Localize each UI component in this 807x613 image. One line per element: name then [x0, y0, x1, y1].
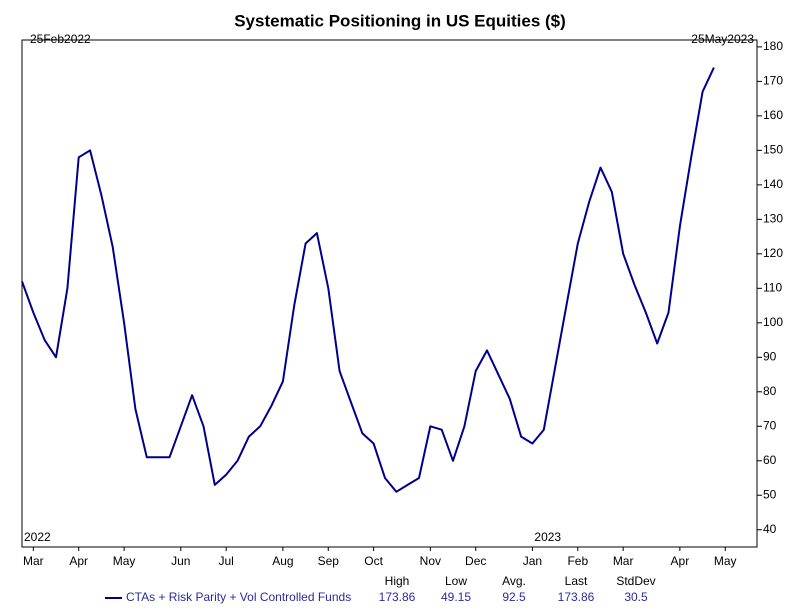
y-tick-label: 40	[763, 522, 777, 536]
range-start: 25Feb2022	[30, 32, 91, 46]
plot-frame	[21, 39, 758, 548]
stat-label: Last	[565, 574, 588, 588]
legend-label: CTAs + Risk Parity + Vol Controlled Fund…	[126, 590, 351, 604]
stat-label: Low	[445, 574, 467, 588]
y-tick-label: 180	[763, 39, 783, 53]
x-tick-label: Mar	[613, 554, 634, 568]
x-tick-label: Apr	[69, 554, 88, 568]
y-tick-label: 120	[763, 246, 783, 260]
stat-value: 49.15	[441, 590, 471, 604]
year-label: 2022	[24, 530, 51, 544]
x-tick-label: Feb	[567, 554, 588, 568]
stat-label: StdDev	[616, 574, 655, 588]
x-tick-label: May	[113, 554, 136, 568]
x-tick-label: Jul	[218, 554, 233, 568]
stat-value: 173.86	[558, 590, 595, 604]
chart-title: Systematic Positioning in US Equities ($…	[234, 11, 566, 30]
y-tick-label: 90	[763, 349, 777, 363]
y-tick-label: 70	[763, 418, 777, 432]
stat-value: 92.5	[502, 590, 526, 604]
stat-value: 173.86	[379, 590, 416, 604]
y-tick-label: 100	[763, 315, 783, 329]
range-end: 25May2023	[691, 32, 754, 46]
y-tick-label: 150	[763, 143, 783, 157]
y-tick-label: 60	[763, 453, 777, 467]
y-tick-label: 140	[763, 177, 783, 191]
y-tick-label: 170	[763, 74, 783, 88]
x-tick-label: Nov	[420, 554, 441, 568]
year-label: 2023	[534, 530, 561, 544]
y-tick-label: 80	[763, 384, 777, 398]
stat-label: High	[385, 574, 410, 588]
y-tick-label: 110	[763, 280, 782, 294]
y-tick-label: 130	[763, 212, 783, 226]
x-tick-label: Sep	[318, 554, 340, 568]
y-tick-label: 160	[763, 108, 783, 122]
x-tick-label: Dec	[465, 554, 486, 568]
x-tick-label: May	[714, 554, 737, 568]
x-tick-label: Oct	[364, 554, 383, 568]
x-tick-label: Mar	[23, 554, 44, 568]
x-tick-label: Jun	[171, 554, 190, 568]
x-tick-label: Aug	[272, 554, 293, 568]
stat-value: 30.5	[624, 590, 648, 604]
stat-label: Avg.	[502, 574, 526, 588]
y-tick-label: 50	[763, 487, 777, 501]
series-line	[21, 67, 715, 493]
x-tick-label: Jan	[523, 554, 542, 568]
x-tick-label: Apr	[671, 554, 690, 568]
